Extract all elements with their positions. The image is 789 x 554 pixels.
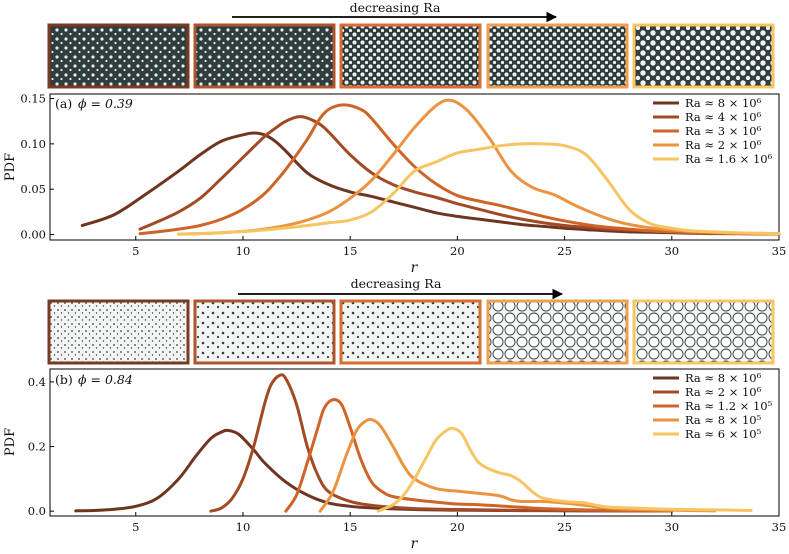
series-line-a-1 — [80, 131, 781, 236]
thumbnail-row-a — [47, 23, 775, 89]
series-line-a-5 — [177, 142, 781, 236]
series-line-a-3 — [138, 103, 781, 236]
ytick-label-a-0: 0.00 — [20, 228, 46, 242]
xtick-label-a-1: 10 — [236, 244, 251, 258]
phi-label-b: ϕ = 0.84 — [78, 372, 133, 387]
thumbnail-row-b — [47, 299, 775, 365]
xtick-label-a-5: 30 — [664, 244, 679, 258]
xlabel-a: r — [411, 260, 419, 276]
curves-a — [80, 98, 781, 236]
series-line-a-4 — [177, 98, 781, 236]
ylabel-a: PDF — [3, 153, 18, 181]
thumbnail-a-3 — [339, 23, 482, 89]
thumbnail-b-3 — [339, 299, 482, 365]
ytick-label-b-1: 0.2 — [28, 440, 46, 454]
series-line-b-1 — [74, 428, 674, 513]
panel-label-a: (a) — [55, 96, 72, 111]
xtick-label-b-5: 30 — [664, 520, 679, 534]
legend-label-b-2: Ra ≈ 2 × 10⁶ — [685, 385, 762, 399]
legend-label-b-1: Ra ≈ 8 × 10⁶ — [685, 371, 762, 385]
thumbnail-b-1 — [47, 299, 190, 365]
xtick-label-a-2: 15 — [343, 244, 358, 258]
ytick-label-b-2: 0.4 — [28, 375, 46, 389]
legend-label-b-3: Ra ≈ 1.2 × 10⁵ — [685, 399, 773, 413]
curves-b — [74, 373, 753, 513]
plot-frame-b — [49, 368, 780, 517]
ticks-b: 5 10 15 20 25 30 35 0.0 0.2 0.4 — [28, 375, 787, 534]
ytick-label-a-1: 0.05 — [20, 182, 46, 196]
ytick-label-a-3: 0.15 — [20, 92, 46, 106]
series-line-b-5 — [376, 426, 753, 513]
thumbnail-b-5 — [632, 299, 775, 365]
xtick-label-b-2: 15 — [343, 520, 358, 534]
panel-a: decreasing Ra 5 10 15 20 25 30 35 0.00 0.05 0.10 0… — [3, 0, 786, 276]
series-line-b-4 — [318, 417, 717, 513]
legend-label-a-3: Ra ≈ 3 × 10⁶ — [685, 124, 762, 138]
thumbnail-a-2 — [193, 23, 336, 89]
arrow-label-b: decreasing Ra — [351, 276, 442, 291]
thumbnail-a-5 — [632, 23, 775, 89]
legend-label-b-4: Ra ≈ 8 × 10⁵ — [685, 413, 762, 427]
legend-label-a-5: Ra ≈ 1.6 × 10⁶ — [685, 152, 773, 166]
ytick-label-b-0: 0.0 — [28, 504, 46, 518]
ytick-label-a-2: 0.10 — [20, 137, 46, 151]
thumbnail-b-4 — [486, 299, 629, 365]
legend-label-a-1: Ra ≈ 8 × 10⁶ — [685, 96, 762, 110]
thumbnail-a-4 — [486, 23, 629, 89]
legend-label-b-5: Ra ≈ 6 × 10⁵ — [685, 427, 762, 441]
panel-label-b: (b) — [55, 372, 73, 387]
legend-label-a-2: Ra ≈ 4 × 10⁶ — [685, 110, 762, 124]
xtick-label-b-6: 35 — [772, 520, 787, 534]
xtick-label-b-3: 20 — [450, 520, 465, 534]
xtick-label-a-0: 5 — [132, 244, 139, 258]
panel-b: decreasing Ra 5 10 15 20 25 30 35 0.0 0.2 0.4 (b)… — [3, 276, 786, 552]
ticks-a: 5 10 15 20 25 30 35 0.00 0.05 0.10 0.15 — [20, 92, 786, 258]
xtick-label-a-3: 20 — [450, 244, 465, 258]
xtick-label-b-4: 25 — [557, 520, 572, 534]
legend-label-a-4: Ra ≈ 2 × 10⁶ — [685, 138, 762, 152]
plot-frame-a — [49, 93, 780, 241]
series-line-b-2 — [209, 373, 674, 513]
xtick-label-a-6: 35 — [772, 244, 787, 258]
thumbnail-b-2 — [193, 299, 336, 365]
xtick-label-b-0: 5 — [132, 520, 139, 534]
thumbnail-a-1 — [47, 23, 190, 89]
arrow-label-a: decreasing Ra — [350, 0, 441, 15]
phi-label-a: ϕ = 0.39 — [78, 96, 133, 111]
series-line-b-3 — [284, 398, 674, 513]
xtick-label-b-1: 10 — [236, 520, 251, 534]
xlabel-b: r — [411, 536, 419, 552]
ylabel-b: PDF — [3, 428, 18, 456]
xtick-label-a-4: 25 — [557, 244, 572, 258]
